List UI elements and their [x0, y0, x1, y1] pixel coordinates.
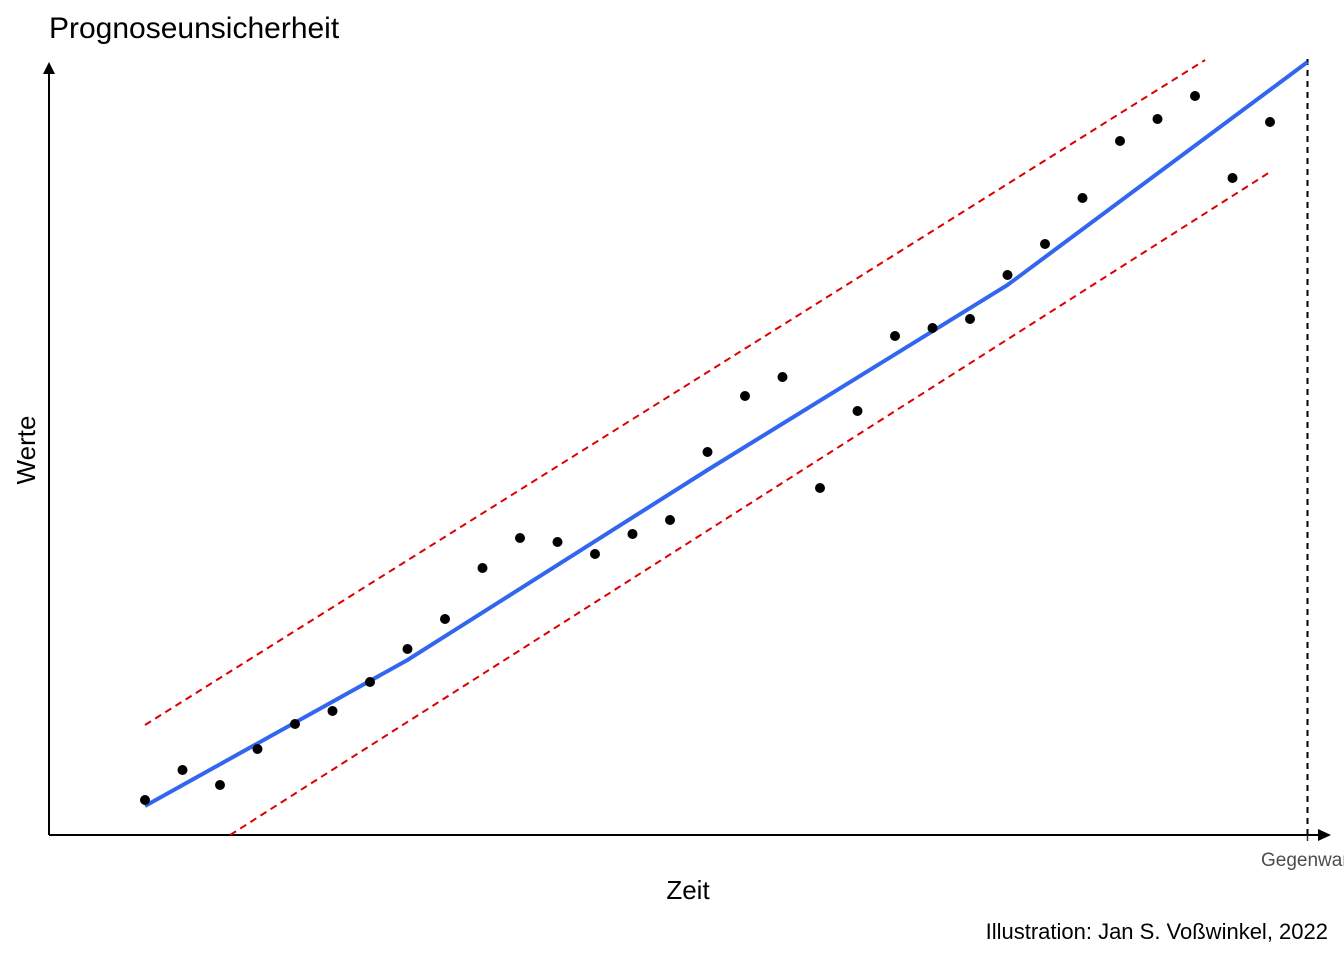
data-point — [477, 563, 488, 573]
y-axis-label: Werte — [11, 416, 41, 485]
x-tick-label: Gegenwart — [1261, 850, 1344, 871]
caption: Illustration: Jan S. Voßwinkel, 2022 — [986, 919, 1328, 944]
data-point — [515, 533, 525, 543]
data-point — [552, 537, 563, 547]
data-point — [965, 314, 975, 324]
data-point — [1077, 193, 1088, 203]
data-point — [1190, 91, 1200, 101]
data-point — [777, 372, 788, 382]
data-point — [1040, 239, 1050, 249]
data-point — [215, 780, 225, 790]
data-point — [702, 447, 713, 457]
bound-line — [144, 59, 1206, 726]
trend-line — [144, 60, 1309, 808]
data-point — [177, 765, 188, 775]
data-point — [327, 706, 338, 716]
data-point — [1227, 173, 1238, 183]
data-point — [627, 529, 638, 539]
data-point — [440, 614, 450, 624]
data-point — [140, 795, 150, 805]
data-point — [1265, 117, 1275, 127]
x-axis-arrow — [1318, 829, 1331, 841]
data-point — [1152, 114, 1163, 124]
y-axis-arrow — [43, 62, 55, 74]
bound-line — [229, 171, 1271, 836]
data-point — [815, 483, 825, 493]
data-point — [852, 406, 863, 416]
data-point — [402, 644, 413, 654]
chart-title: Prognoseunsicherheit — [49, 12, 340, 45]
x-axis-label: Zeit — [666, 875, 710, 905]
data-point — [927, 323, 938, 333]
data-point — [1115, 136, 1125, 146]
data-point — [665, 515, 675, 525]
data-point — [590, 549, 600, 559]
data-point — [740, 391, 750, 401]
data-point — [252, 744, 263, 754]
data-point — [890, 331, 900, 341]
data-point — [290, 719, 300, 729]
data-point — [1002, 270, 1013, 280]
data-point — [365, 677, 375, 687]
